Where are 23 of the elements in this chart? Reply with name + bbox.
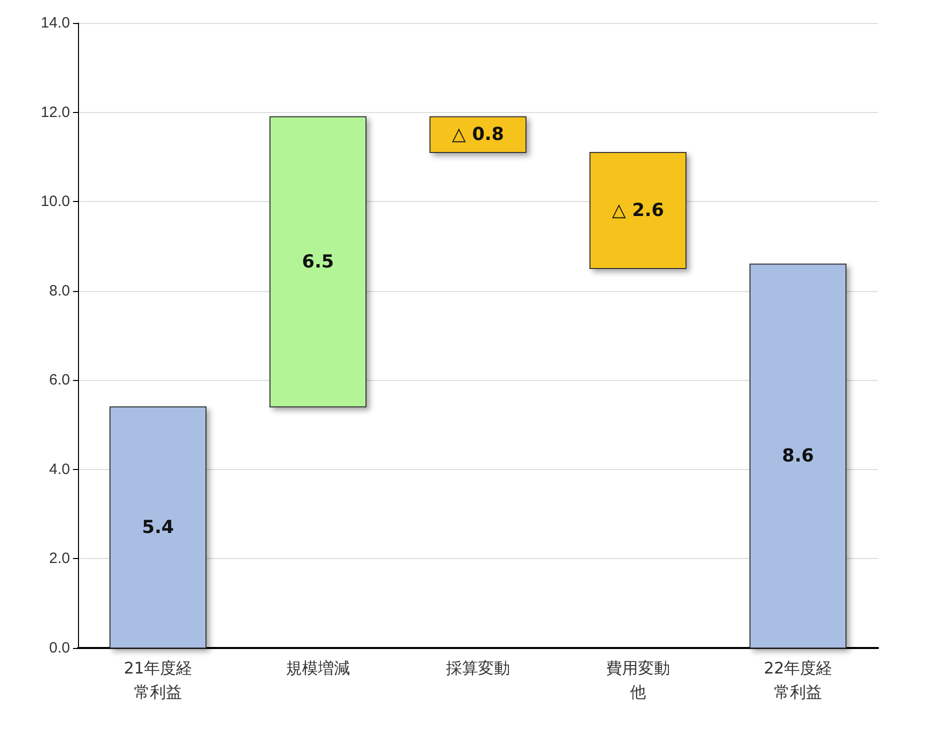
x-tick-label: 費用変動他 [606, 658, 670, 702]
y-tick-label: 12.0 [40, 104, 70, 121]
x-tick-label: 規模増減 [286, 658, 350, 678]
x-tick-label: 22年度経常利益 [764, 658, 832, 702]
bar [430, 116, 526, 153]
x-tick-label: 採算変動 [446, 658, 510, 678]
data-label: 8.6 [782, 446, 814, 467]
bar [110, 406, 206, 648]
y-tick-label: 4.0 [49, 460, 70, 478]
y-tick-label: 6.0 [49, 372, 70, 389]
y-tick-label: 10.0 [40, 193, 70, 210]
data-label: △ 0.8 [452, 124, 504, 146]
bar [270, 116, 366, 408]
x-tick-label: 21年度経常利益 [124, 658, 192, 702]
bar [590, 152, 686, 270]
data-label: 6.5 [302, 251, 334, 272]
y-tick-label: 8.0 [49, 282, 70, 300]
y-tick-label: 14.0 [40, 14, 70, 32]
y-tick-label: 0.0 [49, 640, 70, 656]
data-label: △ 2.6 [612, 200, 664, 221]
y-tick-label: 2.0 [49, 550, 70, 568]
bar [750, 264, 846, 648]
data-label: 5.4 [142, 516, 174, 538]
